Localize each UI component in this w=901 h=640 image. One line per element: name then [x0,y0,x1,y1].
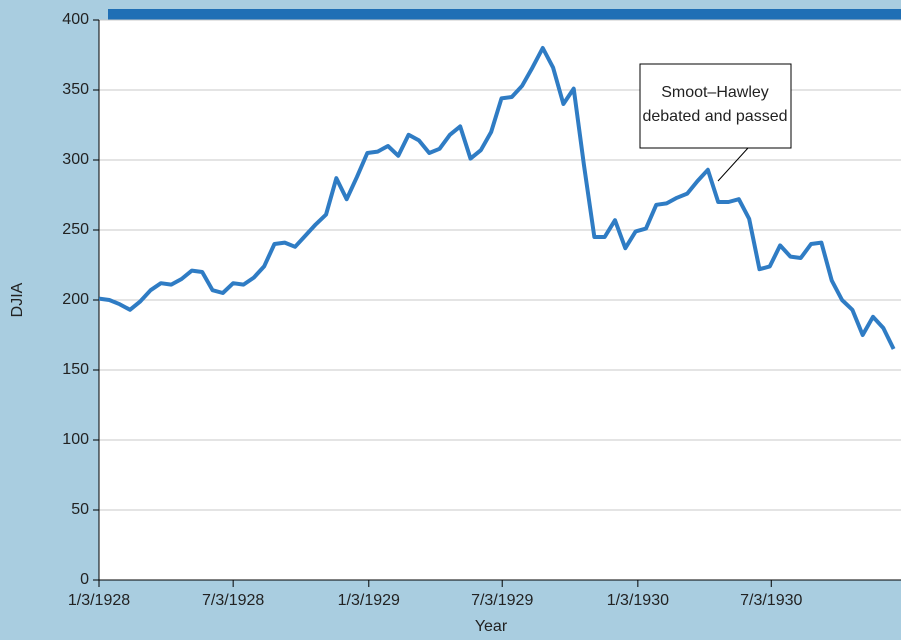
y-tick-label: 200 [62,291,89,308]
y-tick-label: 50 [71,501,89,518]
top-bar [108,9,901,20]
x-tick-label: 7/3/1928 [202,592,264,609]
y-tick-label: 0 [80,571,89,588]
x-axis-label: Year [475,618,508,635]
y-tick-label: 400 [62,11,89,28]
x-tick-label: 1/3/1929 [338,592,400,609]
x-tick-label: 7/3/1930 [740,592,802,609]
x-tick-label: 7/3/1929 [471,592,533,609]
y-tick-label: 100 [62,431,89,448]
y-tick-label: 350 [62,81,89,98]
annotation-leader [717,147,749,182]
y-tick-label: 300 [62,151,89,168]
x-tick-label: 1/3/1928 [68,592,130,609]
data-line [98,46,896,350]
y-tick-label: 150 [62,361,89,378]
annotation-text: Smoot–Hawley [661,84,769,101]
y-axis-label: DJIA [9,282,26,317]
x-tick-label: 1/3/1930 [607,592,669,609]
annotation-box [639,63,792,149]
annotation-text: debated and passed [642,108,787,125]
y-tick-label: 250 [62,221,89,238]
